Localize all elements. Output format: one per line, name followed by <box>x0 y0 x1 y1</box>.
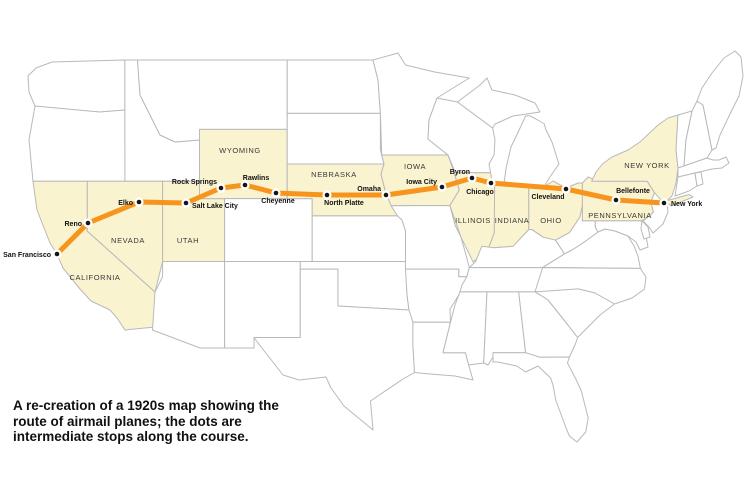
state-arkansas <box>405 268 468 323</box>
caption-line-1: A re-creation of a 1920s map showing the <box>13 398 279 413</box>
state-washington <box>27 59 126 113</box>
state-name-label: NEW YORK <box>624 161 670 170</box>
stop-label: Chicago <box>466 189 494 196</box>
stop-label: Bellefonte <box>616 188 650 195</box>
stop-dot <box>242 182 248 188</box>
state-michigan-lower <box>503 115 560 187</box>
stop-dot <box>324 192 330 198</box>
state-new-mexico <box>224 261 301 349</box>
stop-label: Rock Springs <box>172 179 217 186</box>
caption-line-2: route of airmail planes; the dots are <box>13 413 242 429</box>
state-connecticut <box>674 172 698 197</box>
state-kansas <box>311 215 406 262</box>
state-michigan-upper <box>457 77 541 129</box>
state-name-label: NEVADA <box>111 236 145 245</box>
stop-label: Rawlins <box>243 175 270 182</box>
state-new-york-long-island <box>665 194 694 207</box>
stop-dot <box>136 199 142 205</box>
city-labels-layer: San Francisco Reno Elko Salt Lake City Rock … <box>3 169 702 259</box>
stop-dot <box>183 200 189 206</box>
stop-dot <box>85 220 91 226</box>
stop-label: Reno <box>65 221 83 228</box>
stop-dot <box>439 184 445 190</box>
state-maine <box>696 50 744 151</box>
stop-label: Cheyenne <box>261 198 295 205</box>
stop-dot <box>488 180 494 186</box>
state-name-label: OHIO <box>540 216 562 225</box>
state-rhode-island <box>694 171 704 187</box>
stop-dot <box>661 200 667 206</box>
stop-dot <box>563 186 569 192</box>
state-name-label: WYOMING <box>219 146 261 155</box>
stop-label: Salt Lake City <box>192 203 238 210</box>
stop-label: North Platte <box>324 200 364 207</box>
stop-label: New York <box>671 201 702 208</box>
stop-dot <box>383 192 389 198</box>
stop-label: Byron <box>450 169 470 176</box>
stop-label: Cleveland <box>531 194 564 201</box>
map-caption: A re-creation of a 1920s map showing the… <box>13 398 293 445</box>
state-name-label: IOWA <box>404 162 426 171</box>
stop-dot <box>54 251 60 257</box>
state-florida <box>492 352 589 443</box>
states-layer <box>27 50 744 443</box>
stop-label: Omaha <box>357 186 381 193</box>
state-name-label: UTAH <box>177 236 199 245</box>
stop-dot <box>273 190 279 196</box>
stop-dot <box>218 185 224 191</box>
stop-dot <box>469 175 475 181</box>
state-name-label: CALIFORNIA <box>69 273 120 282</box>
caption-line-3: intermediate stops along the course. <box>13 429 249 444</box>
state-name-label: INDIANA <box>495 216 530 225</box>
stop-label: Elko <box>118 200 133 207</box>
state-south-dakota <box>286 112 385 165</box>
state-labels-layer: CALIFORNIA NEVADA UTAH WYOMING NEBRASKA IOWA I… <box>69 146 669 282</box>
route-layer <box>52 173 669 259</box>
state-name-label: PENNSYLVANIA <box>588 211 652 220</box>
state-delaware <box>640 220 651 240</box>
state-name-label: ILLINOIS <box>455 216 491 225</box>
state-georgia <box>518 291 579 358</box>
state-name-label: NEBRASKA <box>311 170 357 179</box>
stop-label: San Francisco <box>3 252 51 259</box>
state-north-dakota <box>286 59 381 114</box>
stop-label: Iowa City <box>406 179 437 186</box>
state-arizona <box>152 261 226 349</box>
stop-dot <box>613 197 619 203</box>
state-oregon <box>28 105 138 182</box>
